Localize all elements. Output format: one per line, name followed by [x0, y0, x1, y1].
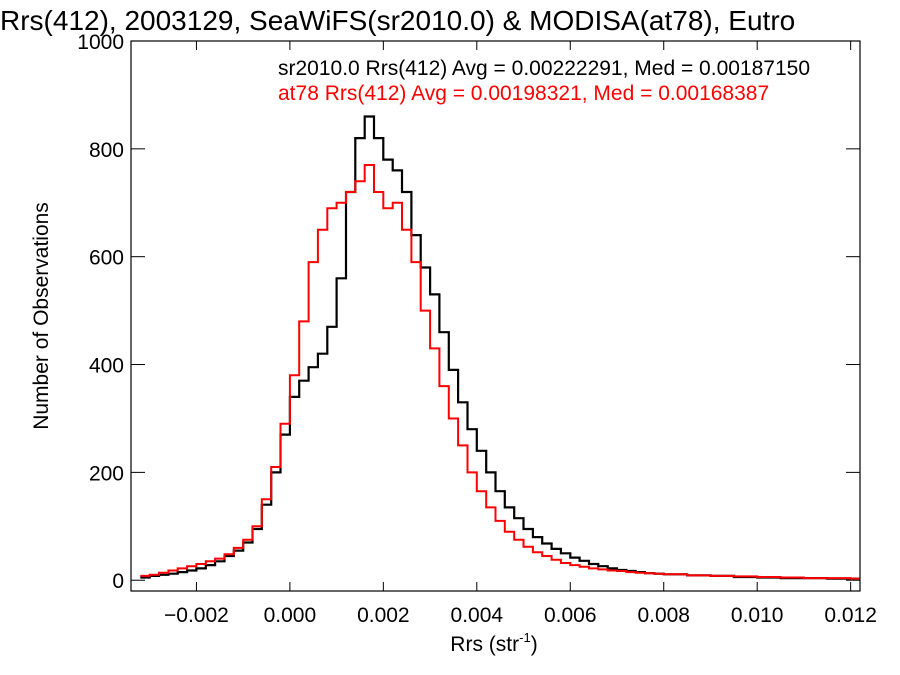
x-axis-ticks: −0.002 0.000 0.002 0.004 0.006 0.008 0.010 0.01… — [164, 41, 877, 627]
y-tick-label: 200 — [89, 462, 124, 485]
chart-title: Rrs(412), 2003129, SeaWiFS(sr2010.0) & M… — [0, 5, 795, 36]
y-tick-label: 1000 — [77, 31, 124, 54]
y-tick-label: 800 — [89, 139, 124, 162]
x-tick-label: 0.004 — [451, 604, 504, 627]
legend-entry-sr2010: sr2010.0 Rrs(412) Avg = 0.00222291, Med … — [278, 57, 810, 80]
y-tick-label: 400 — [89, 355, 124, 378]
x-tick-label: −0.002 — [164, 604, 229, 627]
x-axis-label-close: ) — [531, 633, 538, 656]
legend-entry-at78: at78 Rrs(412) Avg = 0.00198321, Med = 0.… — [278, 82, 769, 105]
plot-frame — [130, 40, 861, 592]
y-tick-label: 0 — [112, 570, 124, 593]
x-tick-label: 0.012 — [824, 604, 877, 627]
series-line-sr2010 — [140, 115, 860, 580]
plot-marks — [140, 115, 860, 580]
y-axis-label: Number of Observations — [30, 202, 53, 430]
series-line-at78 — [140, 164, 860, 580]
x-tick-label: 0.002 — [357, 604, 410, 627]
y-axis-ticks: 0 200 400 600 800 1000 — [77, 31, 860, 593]
x-tick-label: 0.006 — [544, 604, 597, 627]
x-axis-label-superscript: -1 — [519, 630, 531, 645]
x-axis-label-main: Rrs (str — [450, 633, 519, 656]
x-tick-label: 0.000 — [264, 604, 317, 627]
x-axis-label: Rrs (str-1) — [450, 630, 537, 656]
y-tick-label: 600 — [89, 247, 124, 270]
x-tick-label: 0.008 — [637, 604, 690, 627]
x-tick-label: 0.010 — [731, 604, 784, 627]
